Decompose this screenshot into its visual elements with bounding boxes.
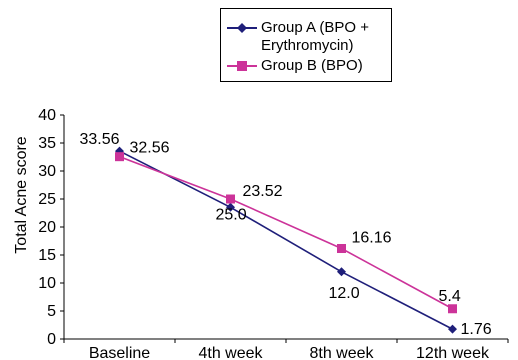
y-tick-label: 15 [38, 247, 56, 264]
chart-axes: 0 5 10 15 20 25 30 35 40 Baseline 4th week 8th week… [38, 107, 509, 360]
data-label-group-a: 1.76 [461, 321, 492, 338]
y-tick-label: 0 [47, 331, 56, 348]
data-point-group-a [448, 324, 457, 334]
legend-swatch-group-a [227, 23, 257, 33]
chart-series [115, 146, 457, 334]
data-label-group-b: 16.16 [352, 230, 392, 247]
y-axis-label: Total Acne score [13, 136, 30, 254]
legend-label-group-a-line1: Group A (BPO + [261, 19, 369, 36]
y-tick-label: 10 [38, 275, 56, 292]
y-tick-label: 30 [38, 163, 56, 180]
legend-swatch-group-b [227, 61, 257, 71]
y-tick-label: 25 [38, 191, 56, 208]
data-point-group-b [448, 304, 457, 314]
series-line-group-a [119, 150, 453, 330]
y-tick-label: 5 [47, 303, 56, 320]
chart-data-labels: 33.56 25.0 12.0 1.76 32.56 23.52 16.16 5.4 [80, 131, 492, 338]
legend-label-group-b: Group B (BPO) [261, 57, 363, 74]
data-label-group-b: 5.4 [439, 288, 461, 305]
x-tick-label: 4th week [198, 345, 263, 360]
chart-legend: Group A (BPO + Erythromycin) Group B (BP… [220, 8, 392, 82]
data-point-group-b [226, 194, 235, 204]
data-point-group-a [226, 202, 235, 212]
data-label-group-a: 25.0 [216, 206, 247, 223]
y-tick-label: 40 [38, 107, 56, 124]
y-tick-label: 20 [38, 219, 56, 236]
legend-label-group-a-line2: Erythromycin) [261, 37, 354, 54]
data-point-group-b [115, 152, 124, 162]
data-label-group-a: 33.56 [80, 131, 120, 148]
data-label-group-b: 23.52 [243, 183, 283, 200]
data-label-group-b: 32.56 [130, 140, 170, 157]
y-tick-label: 35 [38, 135, 56, 152]
x-tick-label: 8th week [309, 345, 374, 360]
data-point-group-b [337, 244, 346, 254]
data-point-group-a [337, 267, 346, 277]
series-line-group-b [119, 155, 453, 310]
x-tick-label: 12th week [416, 345, 490, 360]
data-label-group-a: 12.0 [329, 285, 360, 302]
x-tick-label: Baseline [89, 345, 150, 360]
